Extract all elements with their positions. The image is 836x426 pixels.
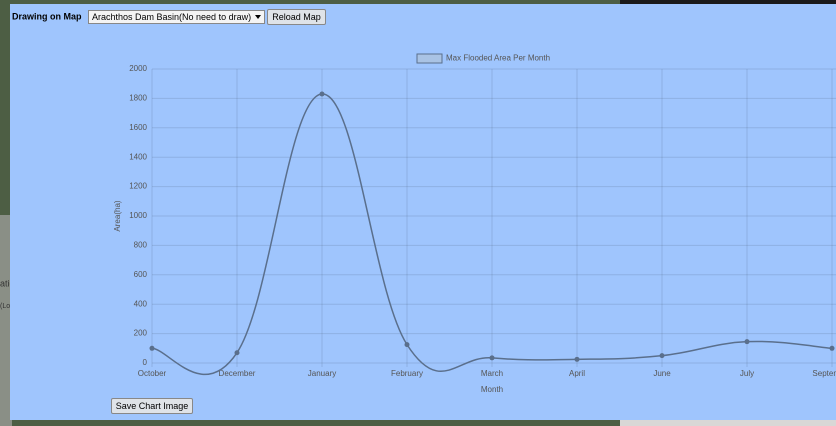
save-chart-button[interactable]: Save Chart Image [111, 398, 193, 414]
chart-panel: atic (Lo Drawing on Map Max Flooded Area… [0, 0, 836, 426]
x-tick-label: October [138, 369, 167, 378]
x-tick-label: July [740, 369, 754, 378]
y-tick-label: 400 [134, 299, 148, 308]
basin-select[interactable]: Arachthos Dam Basin(No need to draw) [88, 10, 265, 24]
y-axis-label: Area(ha) [113, 200, 122, 231]
legend-label: Max Flooded Area Per Month [446, 54, 550, 63]
data-point [575, 357, 580, 362]
y-tick-label: 1200 [129, 182, 147, 191]
data-point [660, 353, 665, 358]
y-tick-label: 600 [134, 270, 148, 279]
y-tick-label: 200 [134, 329, 148, 338]
reload-button[interactable]: Reload Map [267, 9, 326, 25]
data-point [320, 91, 325, 96]
x-tick-label: March [481, 369, 503, 378]
data-point [150, 346, 155, 351]
legend-swatch [417, 54, 442, 63]
x-tick-label: December [219, 369, 256, 378]
data-point [405, 342, 410, 347]
y-tick-label: 1000 [129, 211, 147, 220]
x-tick-label: January [308, 369, 336, 378]
data-point [745, 339, 750, 344]
y-tick-label: 0 [143, 358, 148, 367]
page: atic (Lo Drawing on Map Max Flooded Area… [0, 0, 836, 426]
x-tick-label: September [812, 369, 836, 378]
y-tick-label: 1800 [129, 94, 147, 103]
x-axis-label: Month [481, 385, 503, 394]
y-tick-label: 800 [134, 241, 148, 250]
data-point [235, 350, 240, 355]
map-text: (Lo [0, 303, 10, 310]
data-point [490, 355, 495, 360]
data-point [830, 346, 835, 351]
x-tick-label: June [653, 369, 671, 378]
x-tick-label: February [391, 369, 423, 378]
toolbar-title: Drawing on Map [12, 11, 82, 21]
x-tick-label: April [569, 369, 585, 378]
y-tick-label: 1600 [129, 123, 147, 132]
y-tick-label: 1400 [129, 152, 147, 161]
y-tick-label: 2000 [129, 64, 147, 73]
